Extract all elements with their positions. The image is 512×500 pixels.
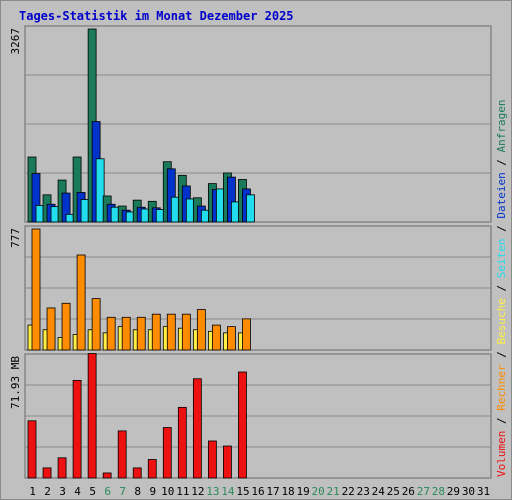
- panel-bottom: 71.93 MB: [9, 353, 492, 479]
- x-tick-label: 20: [312, 485, 325, 498]
- bar-seiten-day-15: [246, 194, 255, 223]
- x-tick-label: 12: [191, 485, 204, 498]
- x-tick-label: 25: [387, 485, 400, 498]
- chart-title: Tages-Statistik im Monat Dezember 2025: [19, 9, 294, 23]
- bar-rechner-day-6: [106, 316, 116, 351]
- x-tick-label: 3: [59, 485, 66, 498]
- x-tick-label: 27: [417, 485, 430, 498]
- legend-text: Volumen / Rechner / Besuche / Seiten / D…: [495, 99, 508, 477]
- bar-volumen-day-4: [72, 380, 82, 479]
- bar-volumen-day-13: [207, 440, 217, 479]
- bar-volumen-day-10: [162, 427, 172, 479]
- bar-volumen-day-6: [102, 472, 112, 479]
- x-tick-label: 5: [89, 485, 96, 498]
- bar-rechner-day-13: [211, 324, 221, 351]
- bar-rechner-day-2: [46, 307, 56, 351]
- bar-rechner-day-14: [227, 326, 236, 351]
- x-tick-label: 1: [29, 485, 36, 498]
- x-tick-label: 16: [251, 485, 264, 498]
- chart-panels: 3267 777 71.93 MB: [9, 25, 492, 479]
- right-legend: Volumen / Rechner / Besuche / Seiten / D…: [495, 99, 508, 477]
- bar-rechner-day-10: [166, 313, 176, 351]
- bar-volumen-day-2: [42, 467, 52, 479]
- panel-top: 3267: [9, 25, 492, 223]
- x-tick-label: 11: [176, 485, 189, 498]
- x-tick-label: 24: [372, 485, 386, 498]
- legend-item: Volumen: [495, 431, 508, 477]
- x-tick-label: 9: [149, 485, 156, 498]
- bar-rechner-day-15: [242, 318, 251, 351]
- legend-item: /: [495, 411, 508, 431]
- legend-item: /: [495, 345, 508, 365]
- bar-volumen-day-14: [223, 445, 232, 479]
- x-tick-label: 7: [119, 485, 126, 498]
- x-tick-label: 14: [221, 485, 235, 498]
- x-tick-label: 26: [402, 485, 415, 498]
- panel-middle: 777: [9, 225, 492, 351]
- bar-volumen-day-7: [117, 430, 127, 479]
- bar-seiten-day-5: [95, 158, 105, 223]
- bar-rechner-day-5: [91, 298, 101, 351]
- bar-volumen-day-15: [238, 371, 247, 479]
- legend-item: Seiten: [495, 239, 508, 279]
- x-tick-label: 23: [357, 485, 370, 498]
- legend-item: /: [495, 219, 508, 239]
- bar-volumen-day-5: [87, 353, 97, 479]
- legend-item: Anfragen: [495, 99, 508, 152]
- legend-item: Besuche: [495, 298, 508, 344]
- legend-item: Dateien: [495, 172, 508, 218]
- bar-rechner-day-12: [196, 309, 206, 351]
- bar-rechner-day-8: [136, 316, 146, 351]
- bar-rechner-day-1: [31, 228, 41, 351]
- bar-rechner-day-4: [76, 254, 86, 351]
- x-tick-label: 8: [134, 485, 141, 498]
- x-tick-label: 19: [296, 485, 309, 498]
- bar-rechner-day-9: [151, 313, 161, 351]
- x-tick-label: 15: [236, 485, 249, 498]
- x-tick-label: 2: [44, 485, 51, 498]
- legend-item: Rechner: [495, 364, 508, 411]
- y-max-label: 71.93 MB: [9, 356, 22, 409]
- bar-rechner-day-7: [121, 316, 131, 351]
- x-tick-label: 6: [104, 485, 111, 498]
- x-axis-labels: 1 2 3 4 5 6 7 8 9 10 11 12 13 14 15 16 17 18 19 20 21 22 23 24 2…: [29, 485, 490, 498]
- x-tick-label: 30: [462, 485, 475, 498]
- x-tick-label: 4: [74, 485, 81, 498]
- x-tick-label: 29: [447, 485, 460, 498]
- x-tick-label: 18: [281, 485, 294, 498]
- legend-item: /: [495, 152, 508, 172]
- bar-volumen-day-11: [177, 406, 187, 479]
- bar-volumen-day-8: [132, 467, 142, 479]
- legend-item: /: [495, 278, 508, 298]
- x-tick-label: 17: [266, 485, 279, 498]
- y-max-label: 777: [9, 228, 22, 248]
- bar-volumen-day-3: [57, 457, 67, 479]
- bar-volumen-day-1: [27, 420, 37, 479]
- x-tick-label: 21: [327, 485, 340, 498]
- x-tick-label: 10: [161, 485, 174, 498]
- bar-rechner-day-3: [61, 302, 71, 351]
- x-tick-label: 28: [432, 485, 445, 498]
- bar-rechner-day-11: [181, 313, 191, 351]
- bar-volumen-day-9: [147, 459, 157, 479]
- x-tick-label: 13: [206, 485, 219, 498]
- x-tick-label: 22: [342, 485, 355, 498]
- bar-volumen-day-12: [192, 378, 202, 479]
- x-tick-label: 31: [477, 485, 490, 498]
- y-max-label: 3267: [9, 28, 22, 55]
